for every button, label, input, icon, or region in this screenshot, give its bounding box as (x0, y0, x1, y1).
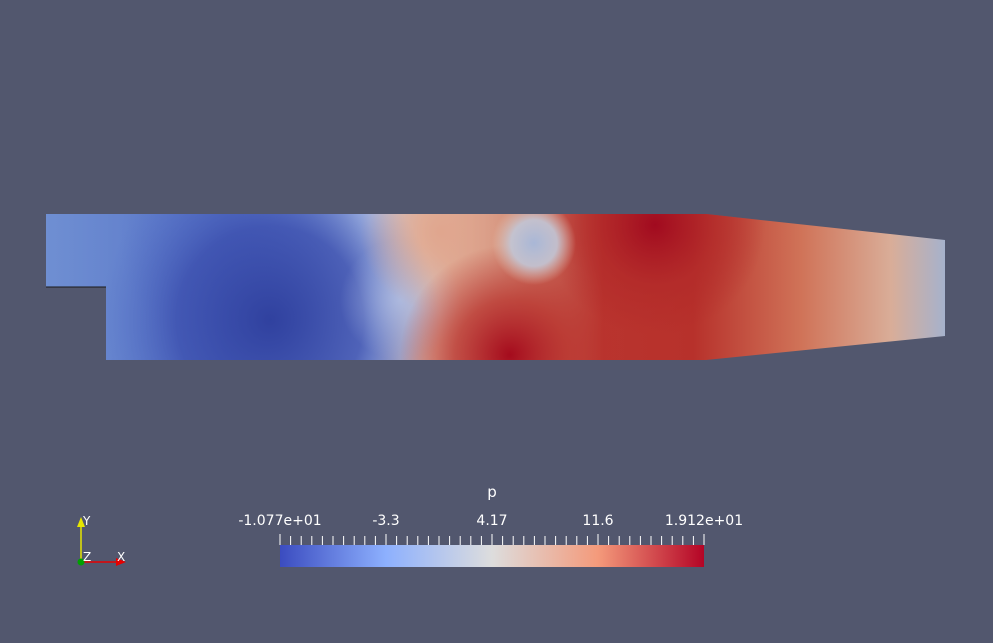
y-axis-arrow (77, 517, 85, 527)
colorbar-label: -3.3 (372, 513, 400, 529)
colorbar-label: 11.6 (582, 513, 614, 529)
colorbar-ticks (279, 534, 705, 545)
colorbar-label: 4.17 (476, 513, 508, 529)
z-axis-dot (77, 558, 85, 566)
x-axis-arrow (116, 558, 126, 566)
x-axis-label: X (117, 550, 126, 564)
y-axis-label: Y (83, 514, 91, 528)
axes-triad (77, 517, 126, 566)
pressure-domain (46, 214, 945, 360)
colorbar-label-min: -1.077e+01 (238, 513, 322, 529)
colorbar-gradient (280, 545, 704, 567)
colorbar-label-max: 1.912e+01 (664, 513, 744, 529)
z-axis-label: Z (83, 550, 92, 564)
colorbar-title: p (487, 483, 497, 501)
